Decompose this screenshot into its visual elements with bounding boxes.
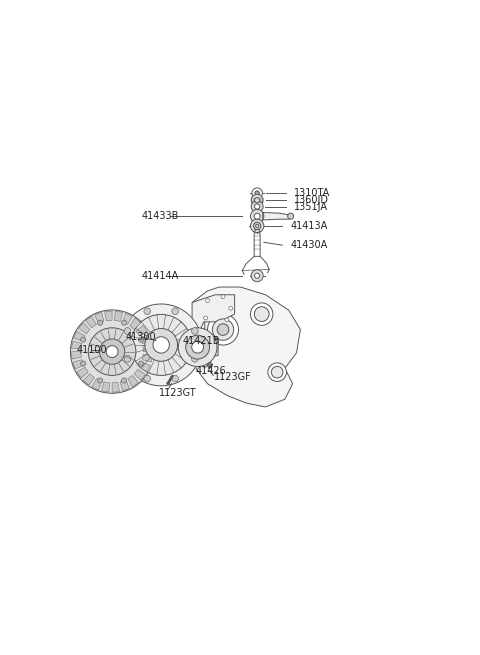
Circle shape [131, 314, 192, 375]
Wedge shape [136, 326, 147, 336]
Text: 41433B: 41433B [142, 211, 179, 221]
Text: 41413A: 41413A [290, 221, 328, 231]
Text: 41300: 41300 [125, 333, 156, 343]
Wedge shape [130, 318, 141, 329]
Polygon shape [196, 335, 218, 359]
Circle shape [268, 363, 287, 381]
Circle shape [251, 270, 263, 282]
Circle shape [88, 328, 136, 375]
Circle shape [192, 328, 198, 334]
Wedge shape [86, 316, 96, 328]
Circle shape [121, 320, 127, 326]
Circle shape [254, 273, 260, 278]
Circle shape [256, 225, 259, 227]
Circle shape [251, 210, 264, 223]
Circle shape [254, 214, 260, 219]
Text: 1360JD: 1360JD [294, 195, 329, 205]
Circle shape [121, 378, 127, 383]
Wedge shape [72, 341, 82, 349]
Wedge shape [95, 312, 104, 324]
Text: 1351JA: 1351JA [294, 202, 328, 212]
Text: 41414A: 41414A [142, 271, 179, 281]
Circle shape [251, 200, 263, 212]
Circle shape [71, 310, 154, 393]
Wedge shape [120, 380, 130, 391]
Circle shape [254, 307, 269, 322]
Circle shape [138, 361, 144, 366]
Wedge shape [105, 311, 112, 321]
Wedge shape [134, 369, 145, 381]
Text: 1310TA: 1310TA [294, 188, 331, 198]
Text: 41421B: 41421B [183, 336, 220, 346]
Circle shape [205, 299, 209, 303]
Wedge shape [73, 360, 84, 369]
Wedge shape [140, 334, 151, 343]
Circle shape [145, 329, 178, 362]
Circle shape [192, 356, 198, 362]
Circle shape [172, 308, 179, 314]
Circle shape [172, 375, 179, 382]
Wedge shape [142, 354, 153, 362]
Circle shape [254, 198, 260, 203]
Wedge shape [122, 313, 132, 324]
Wedge shape [92, 379, 102, 390]
Wedge shape [77, 367, 88, 378]
Wedge shape [72, 352, 81, 359]
Wedge shape [139, 362, 150, 372]
Circle shape [217, 324, 229, 335]
Polygon shape [192, 295, 235, 349]
Text: 41426: 41426 [196, 366, 227, 376]
Circle shape [138, 337, 144, 343]
Circle shape [229, 307, 233, 310]
Wedge shape [84, 374, 95, 385]
Polygon shape [192, 287, 300, 407]
Text: 41430A: 41430A [290, 240, 328, 250]
Circle shape [178, 328, 217, 367]
Circle shape [251, 195, 263, 206]
Circle shape [251, 303, 273, 326]
Circle shape [251, 219, 264, 233]
Wedge shape [102, 382, 109, 392]
Circle shape [144, 375, 151, 382]
Text: 1123GT: 1123GT [158, 388, 196, 398]
Circle shape [255, 191, 259, 195]
Circle shape [204, 316, 207, 320]
Polygon shape [254, 230, 260, 234]
Circle shape [124, 328, 131, 334]
Wedge shape [74, 331, 85, 341]
Circle shape [254, 204, 260, 209]
Circle shape [106, 346, 118, 358]
Circle shape [124, 356, 131, 362]
Wedge shape [112, 383, 120, 392]
Circle shape [97, 320, 103, 326]
Circle shape [153, 337, 169, 353]
Circle shape [212, 319, 234, 340]
Circle shape [192, 341, 204, 353]
Circle shape [81, 337, 86, 343]
Circle shape [221, 295, 225, 299]
Circle shape [271, 366, 283, 378]
Circle shape [186, 335, 210, 359]
Wedge shape [143, 345, 153, 352]
Circle shape [253, 222, 261, 230]
Circle shape [120, 304, 202, 386]
Circle shape [81, 361, 86, 366]
Polygon shape [263, 212, 292, 220]
Circle shape [288, 214, 294, 219]
Text: 41100: 41100 [77, 345, 108, 355]
Wedge shape [128, 375, 138, 386]
Circle shape [207, 314, 239, 345]
Wedge shape [115, 311, 122, 322]
Circle shape [252, 188, 263, 198]
Text: 1123GF: 1123GF [215, 372, 252, 383]
Wedge shape [79, 323, 90, 334]
Circle shape [99, 339, 125, 364]
Circle shape [144, 308, 151, 314]
Circle shape [225, 318, 229, 322]
Circle shape [207, 362, 213, 367]
Circle shape [97, 378, 103, 383]
